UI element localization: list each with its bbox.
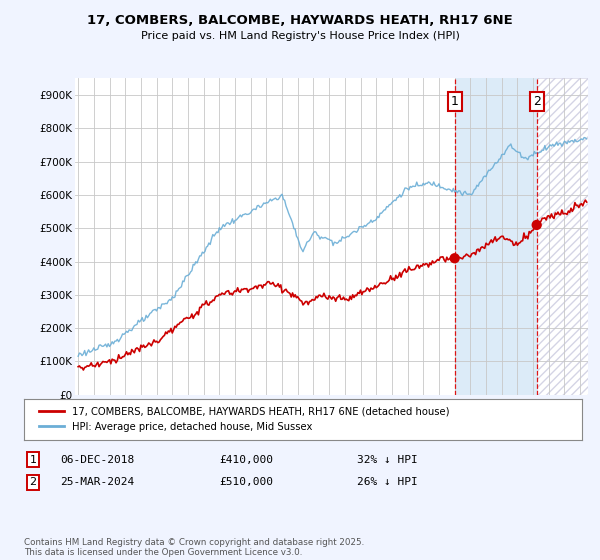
Text: 1: 1 bbox=[29, 455, 37, 465]
Text: 06-DEC-2018: 06-DEC-2018 bbox=[60, 455, 134, 465]
Legend: 17, COMBERS, BALCOMBE, HAYWARDS HEATH, RH17 6NE (detached house), HPI: Average p: 17, COMBERS, BALCOMBE, HAYWARDS HEATH, R… bbox=[35, 403, 453, 436]
Text: Contains HM Land Registry data © Crown copyright and database right 2025.
This d: Contains HM Land Registry data © Crown c… bbox=[24, 538, 364, 557]
Text: 26% ↓ HPI: 26% ↓ HPI bbox=[357, 477, 418, 487]
Bar bbox=[455, 78, 536, 395]
Text: 25-MAR-2024: 25-MAR-2024 bbox=[60, 477, 134, 487]
Text: 2: 2 bbox=[29, 477, 37, 487]
Text: 32% ↓ HPI: 32% ↓ HPI bbox=[357, 455, 418, 465]
Point bbox=[532, 221, 542, 230]
Text: 17, COMBERS, BALCOMBE, HAYWARDS HEATH, RH17 6NE: 17, COMBERS, BALCOMBE, HAYWARDS HEATH, R… bbox=[87, 14, 513, 27]
Bar bbox=[537, 78, 588, 395]
Point bbox=[450, 254, 460, 263]
Text: Price paid vs. HM Land Registry's House Price Index (HPI): Price paid vs. HM Land Registry's House … bbox=[140, 31, 460, 41]
Text: 2: 2 bbox=[533, 95, 541, 108]
Text: £510,000: £510,000 bbox=[219, 477, 273, 487]
Text: £410,000: £410,000 bbox=[219, 455, 273, 465]
Text: 1: 1 bbox=[451, 95, 458, 108]
